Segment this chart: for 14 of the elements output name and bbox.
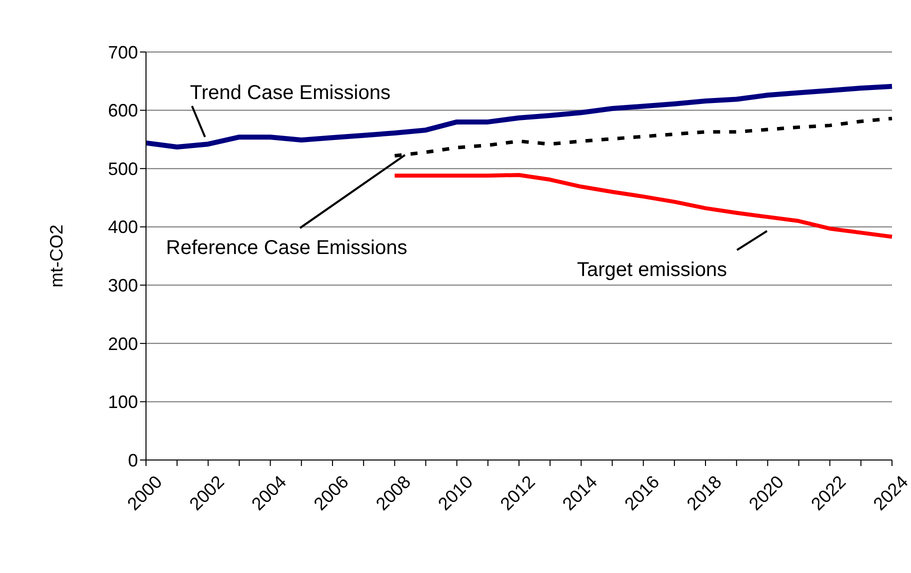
y-axis-title: mt-CO2 xyxy=(46,224,66,288)
y-tick-label: 700 xyxy=(108,42,138,62)
line-series xyxy=(392,116,894,158)
text: Target emissions xyxy=(577,259,728,281)
y-tick-label: 200 xyxy=(108,334,138,354)
y-tick-label: 500 xyxy=(108,158,138,179)
line-series xyxy=(392,172,894,239)
y-tick-label: 0 xyxy=(128,450,138,470)
y-tick-label: 600 xyxy=(108,100,138,121)
series-label: Trend Case Emissions xyxy=(190,82,390,104)
text: Reference Case Emissions xyxy=(166,237,408,259)
y-tick-label: 300 xyxy=(108,276,138,296)
y-tick-label: 100 xyxy=(108,392,138,412)
y-tick-label: 400 xyxy=(108,217,138,238)
